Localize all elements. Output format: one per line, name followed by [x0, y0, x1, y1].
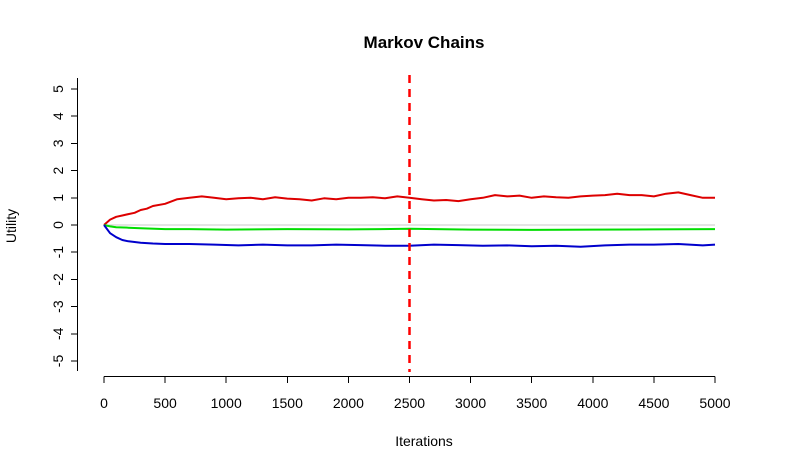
y-tick-label: -1: [50, 246, 66, 259]
x-tick-label: 5000: [699, 395, 730, 411]
x-tick-label: 1500: [272, 395, 303, 411]
y-tick-label: -4: [50, 327, 66, 340]
x-axis-title: Iterations: [395, 433, 453, 449]
y-axis-ticks: -5 -4 -3 -2 -1 0 1 2 3 4 5: [50, 85, 78, 367]
x-tick-label: 2500: [394, 395, 425, 411]
y-tick-label: 5: [50, 85, 66, 93]
y-tick-label: 4: [50, 112, 66, 120]
x-tick-label: 3000: [455, 395, 486, 411]
y-tick-label: -2: [50, 273, 66, 286]
y-tick-label: -3: [50, 300, 66, 313]
x-tick-label: 4500: [638, 395, 669, 411]
series-line-3: [103, 224, 716, 248]
x-tick-label: 0: [100, 395, 108, 411]
x-tick-label: 1000: [211, 395, 242, 411]
chart-title: Markov Chains: [364, 33, 485, 52]
y-tick-label: -5: [50, 355, 66, 368]
series-line-2: [103, 224, 716, 231]
y-tick-label: 3: [50, 139, 66, 147]
y-tick-label: 0: [50, 221, 66, 229]
y-tick-label: 2: [50, 166, 66, 174]
x-tick-label: 4000: [577, 395, 608, 411]
x-tick-label: 2000: [333, 395, 364, 411]
x-axis-ticks: 0 500 1000 1500 2000 2500 3000 3500 4000 4500 5000: [100, 376, 731, 411]
y-axis-title: Utility: [3, 209, 19, 243]
x-tick-label: 500: [153, 395, 177, 411]
series-layer: [103, 75, 716, 372]
x-tick-label: 3500: [516, 395, 547, 411]
y-tick-label: 1: [50, 194, 66, 202]
series-line-1: [103, 191, 715, 226]
